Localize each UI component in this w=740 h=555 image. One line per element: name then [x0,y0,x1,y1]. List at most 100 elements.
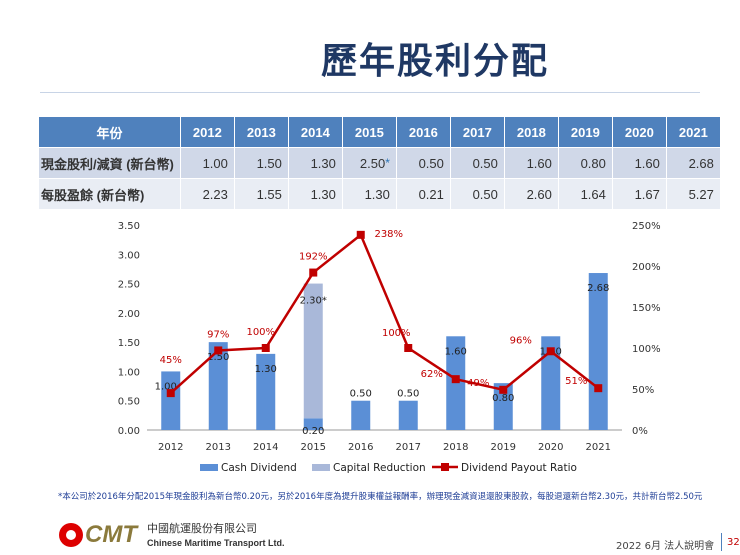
header-year: 2012 [179,116,235,148]
table-cell: 1.00 [179,147,235,179]
payout-ratio-label: 49% [467,378,489,389]
cell-value: 2.50 [359,155,386,171]
x-tick: 2013 [206,442,231,453]
y-left-tick: 1.00 [118,367,140,378]
x-tick: 2016 [348,442,373,453]
bar-label: 1.30 [255,364,277,375]
bar-cash-dividend [398,400,418,430]
cell-value: 1.30 [310,186,336,202]
page-number: 32 [727,537,740,548]
cell-value: 0.50 [472,155,498,171]
bar-cash-dividend [256,353,276,430]
legend-label: Dividend Payout Ratio [461,462,577,474]
payout-ratio-label: 96% [510,335,532,346]
payout-ratio-label: 97% [207,329,229,340]
company-name-cn: 中國航運股份有限公司 [147,522,257,535]
y-right-tick: 50% [632,385,654,396]
payout-ratio-point [214,346,223,355]
payout-ratio-label: 51% [565,376,587,387]
y-left-tick: 3.00 [118,250,140,261]
bar-label: 1.00 [155,381,177,392]
plum-blossom-logo-icon [59,523,83,547]
y-right-tick: 200% [632,262,661,273]
dividend-table: 年份 2012 2013 2014 2015 2016 2017 2018 2019 2020 20… [38,116,721,210]
bar-label: 0.80 [492,393,514,404]
y-left-tick: 1.50 [118,338,140,349]
y-right-tick: 150% [632,303,661,314]
x-tick: 2015 [301,442,326,453]
header-year: 2015 [341,116,397,148]
footnote: *本公司於2016年分配2015年現金股利為新台幣0.20元，另於2016年度為… [58,490,702,502]
cell-value: 2.23 [202,186,228,202]
footnote-star: * [58,492,63,502]
payout-ratio-point [166,389,175,398]
row-label: 每股盈餘 (新台幣) [38,178,181,210]
footnote-text: 本公司於2016年分配2015年現金股利為新台幣0.20元，另於2016年度為提… [62,492,703,502]
bar-cash-dividend [161,371,181,430]
header-year: 2019 [557,116,613,148]
legend-swatch [312,464,330,471]
bar-label: 1.60 [445,346,467,357]
payout-ratio-point [594,384,603,393]
payout-ratio-label: 100% [246,327,275,338]
cell-value: 1.30 [364,186,390,202]
table-cell: 2.23 [179,178,235,210]
y-left-tick: 3.50 [118,221,140,232]
bar-label: 2.30* [300,296,327,307]
table-cell: 2.68 [665,147,721,179]
bar-cash-dividend [493,383,513,430]
payout-ratio-label: 100% [382,328,411,339]
bar-cash-dividend [541,336,561,430]
payout-ratio-point [499,385,508,394]
bar-capital-reduction [303,283,323,419]
header-year: 2013 [233,116,289,148]
payout-ratio-label: 45% [160,355,182,366]
payout-ratio-line [169,232,600,395]
legend-marker [441,463,449,471]
cell-value: 2.60 [526,186,552,202]
payout-ratio-point [261,344,270,352]
cell-value: 1.60 [526,155,552,171]
y-right-tick: 250% [632,221,661,232]
bar-label: 2.68 [587,283,609,294]
y-right-tick: 100% [632,344,661,355]
footnote-star: * [385,155,390,170]
x-tick: 2014 [253,442,278,453]
payout-ratio-label: 192% [299,252,328,263]
payout-ratio-point [451,375,460,384]
table-cell: 2.60 [503,178,559,210]
company-name-en: Chinese Maritime Transport Ltd. [147,538,285,548]
table-cell: 1.30 [341,178,397,210]
row-label: 現金股利/減資 (新台幣) [38,147,181,179]
x-tick: 2020 [538,442,563,453]
table-cell: 1.30 [287,178,343,210]
bar-cash-dividend [303,418,323,430]
payout-ratio-point [309,268,318,277]
x-tick: 2012 [158,442,183,453]
header-year: 2014 [287,116,343,148]
logo-text: CMT [85,521,137,548]
x-tick: 2017 [396,442,421,453]
cell-value: 0.80 [580,155,606,171]
cell-value: 0.21 [418,186,444,202]
bar-cash-dividend [351,400,371,430]
table-cell: 1.50 [233,147,289,179]
bar-cash-dividend [588,273,608,430]
table-cell: 1.67 [611,178,667,210]
y-left-tick: 2.00 [118,309,140,320]
cell-value: 1.30 [310,155,336,171]
y-left-tick: 0.00 [118,426,140,437]
cell-value: 5.27 [688,186,714,202]
cell-value: 0.50 [472,186,498,202]
payout-ratio-point [404,344,413,352]
page-title: 歷年股利分配 [320,41,549,82]
divider [721,533,722,551]
header-year: 2017 [449,116,505,148]
cell-value: 1.55 [256,186,282,202]
cell-value: 1.60 [634,155,660,171]
bar-label: 1.50 [207,352,229,363]
meeting-label: 2022 6月 法人說明會 [616,541,715,552]
payout-ratio-label: 238% [374,229,403,240]
table-cell: 0.80 [557,147,613,179]
